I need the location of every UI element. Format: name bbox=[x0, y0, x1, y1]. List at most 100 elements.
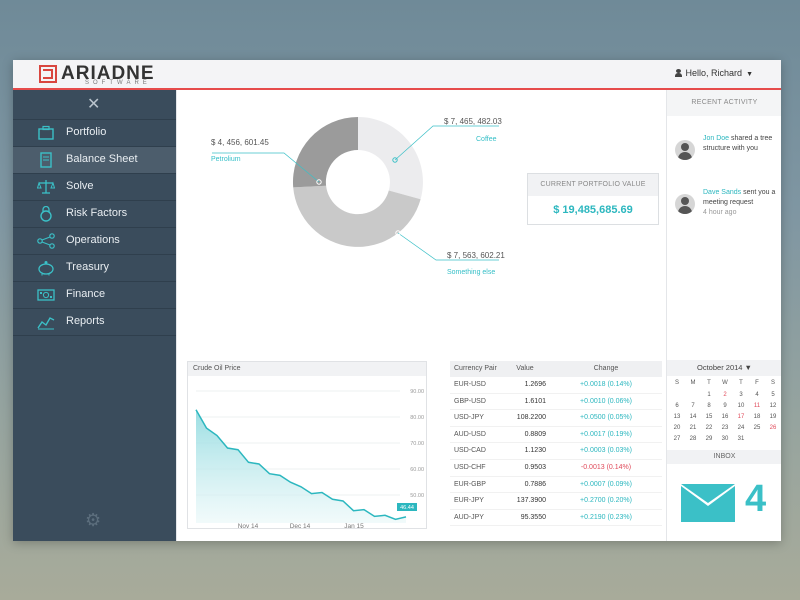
coffee-marker bbox=[392, 157, 398, 163]
crude-line bbox=[195, 409, 407, 521]
calendar-weekday: T bbox=[707, 380, 711, 386]
calendar-day[interactable]: 8 bbox=[707, 403, 711, 409]
calendar-day[interactable]: 24 bbox=[737, 425, 745, 431]
calendar-day[interactable]: 16 bbox=[721, 414, 729, 420]
y-tick-label: 90.00 bbox=[410, 389, 424, 395]
currency-pair: AUD-USD bbox=[454, 430, 486, 438]
calendar-day[interactable]: 26 bbox=[769, 425, 777, 431]
calendar-day[interactable]: 20 bbox=[673, 425, 681, 431]
sidebar-item-label: Balance Sheet bbox=[66, 153, 138, 165]
currency-value: 1.1230 bbox=[524, 447, 546, 455]
calendar-day[interactable]: 17 bbox=[737, 414, 745, 420]
activity-time: 4 hour ago bbox=[703, 209, 737, 216]
calendar-day[interactable]: 2 bbox=[723, 392, 727, 398]
calendar-day[interactable]: 18 bbox=[753, 414, 761, 420]
sidebar-item-treasury[interactable]: Treasury bbox=[13, 254, 176, 281]
briefcase-icon bbox=[37, 125, 55, 141]
calendar-day[interactable]: 3 bbox=[733, 390, 749, 399]
currency-value: 0.8809 bbox=[524, 430, 546, 438]
donut-segment-coffee bbox=[358, 117, 423, 200]
calendar-day[interactable]: 21 bbox=[689, 425, 697, 431]
calendar-day[interactable]: 9 bbox=[723, 403, 727, 409]
calendar-day[interactable]: 5 bbox=[771, 392, 775, 398]
table-row: EUR-USD 1.2696 +0.0018 (0.14%) bbox=[450, 377, 662, 394]
user-menu[interactable]: Hello, Richard ▼ bbox=[674, 68, 753, 78]
currency-change: +0.0017 (0.19%) bbox=[580, 430, 632, 438]
table-row: EUR-JPY 137.3900 +0.2700 (0.20%) bbox=[450, 493, 662, 510]
sidebar-item-portfolio[interactable]: Portfolio bbox=[13, 119, 176, 146]
calendar-weekday: M bbox=[690, 380, 696, 386]
calendar-day[interactable]: 30 bbox=[721, 436, 729, 442]
crude-area bbox=[196, 409, 406, 523]
table-row: USD-JPY 108.2200 +0.0500 (0.05%) bbox=[450, 410, 662, 427]
calendar-day[interactable]: 31 bbox=[737, 436, 745, 442]
activity-user-name[interactable]: Dave Sands bbox=[703, 189, 742, 196]
recent-activity-title: RECENT ACTIVITY bbox=[667, 90, 781, 116]
sidebar-item-reports[interactable]: Reports bbox=[13, 308, 176, 336]
inbox-title: INBOX bbox=[667, 450, 781, 464]
calendar-day[interactable]: 27 bbox=[673, 436, 681, 442]
app-window: ARIADNE SOFTWARE Hello, Richard ▼ ✕ Portf… bbox=[13, 60, 781, 541]
calendar-day[interactable]: 15 bbox=[705, 414, 713, 420]
last-value-badge bbox=[397, 503, 417, 511]
calendar-day[interactable]: 25 bbox=[753, 425, 761, 431]
money-icon bbox=[37, 287, 55, 303]
table-row: USD-CHF 0.9503 -0.0013 (0.14%) bbox=[450, 460, 662, 477]
sidebar-item-solve[interactable]: Solve bbox=[13, 173, 176, 200]
activity-text: Jon Doe shared a tree structure with you bbox=[703, 134, 777, 154]
sidebar-item-label: Risk Factors bbox=[66, 207, 128, 219]
calendar-month-select[interactable]: October 2014 ▼ bbox=[667, 360, 781, 376]
calendar-day[interactable]: 6 bbox=[675, 403, 679, 409]
calendar-day[interactable]: 28 bbox=[689, 436, 697, 442]
envelope-icon[interactable] bbox=[681, 484, 735, 522]
table-row: AUD-JPY 95.3550 +0.2190 (0.23%) bbox=[450, 510, 662, 527]
calendar-day[interactable]: 12 bbox=[769, 403, 777, 409]
avatar bbox=[675, 194, 695, 214]
currency-change: +0.0007 (0.09%) bbox=[580, 480, 632, 488]
lock-icon bbox=[37, 205, 55, 222]
calendar-weekday: S bbox=[770, 380, 775, 386]
scale-icon bbox=[36, 179, 56, 195]
table-header: Currency Pair Value Change bbox=[450, 361, 662, 377]
petrolium-label: Petrolium bbox=[211, 156, 241, 163]
share-icon bbox=[37, 233, 55, 249]
y-tick-label: 70.00 bbox=[410, 441, 424, 447]
calendar-weekday: S bbox=[674, 380, 679, 386]
sidebar-item-balance-sheet[interactable]: Balance Sheet bbox=[13, 146, 176, 173]
calendar-day[interactable]: 22 bbox=[705, 425, 713, 431]
donut-segment-something-else bbox=[293, 185, 421, 247]
calendar-day[interactable]: 1 bbox=[707, 392, 711, 398]
right-panel: RECENT ACTIVITY Jon Doe shared a tree st… bbox=[666, 90, 781, 541]
currency-change: +0.2700 (0.20%) bbox=[580, 497, 632, 505]
portfolio-donut-chart bbox=[212, 116, 499, 261]
currency-change: +0.0010 (0.06%) bbox=[580, 397, 632, 405]
coffee-value: $ 7, 465, 482.03 bbox=[444, 117, 502, 126]
calendar-day[interactable]: 29 bbox=[705, 436, 713, 442]
currency-value: 108.2200 bbox=[516, 414, 546, 422]
currency-change: +0.2190 (0.23%) bbox=[580, 513, 632, 521]
sidebar-item-operations[interactable]: Operations bbox=[13, 227, 176, 254]
calendar-day[interactable]: 11 bbox=[753, 403, 761, 409]
currency-value: 0.7886 bbox=[524, 480, 546, 488]
something-else-marker bbox=[395, 230, 401, 236]
activity-user-name[interactable]: Jon Doe bbox=[703, 135, 730, 142]
sidebar-item-risk-factors[interactable]: Risk Factors bbox=[13, 200, 176, 227]
calendar-day[interactable]: 10 bbox=[737, 403, 745, 409]
currency-value: 1.6101 bbox=[524, 397, 546, 405]
activity-message: sent you a meeting request bbox=[703, 189, 776, 206]
sidebar-item-finance[interactable]: Finance bbox=[13, 281, 176, 308]
sidebar-item-label: Solve bbox=[66, 180, 94, 192]
calendar-weekday: F bbox=[755, 380, 759, 386]
sidebar-item-label: Finance bbox=[66, 288, 106, 300]
calendar-day[interactable]: 4 bbox=[755, 392, 759, 398]
calendar-day[interactable]: 14 bbox=[689, 414, 697, 420]
close-icon[interactable]: ✕ bbox=[87, 96, 101, 113]
calendar-day[interactable]: 23 bbox=[721, 425, 729, 431]
calendar-day[interactable]: 13 bbox=[673, 414, 681, 420]
currency-pair: AUD-JPY bbox=[454, 513, 484, 521]
settings-gear-icon[interactable]: ⚙ bbox=[85, 510, 102, 530]
calendar-day[interactable]: 19 bbox=[769, 414, 777, 420]
sidebar-item-label: Operations bbox=[66, 234, 120, 246]
piggy-bank-icon bbox=[37, 260, 55, 276]
calendar-day[interactable]: 7 bbox=[691, 403, 695, 409]
